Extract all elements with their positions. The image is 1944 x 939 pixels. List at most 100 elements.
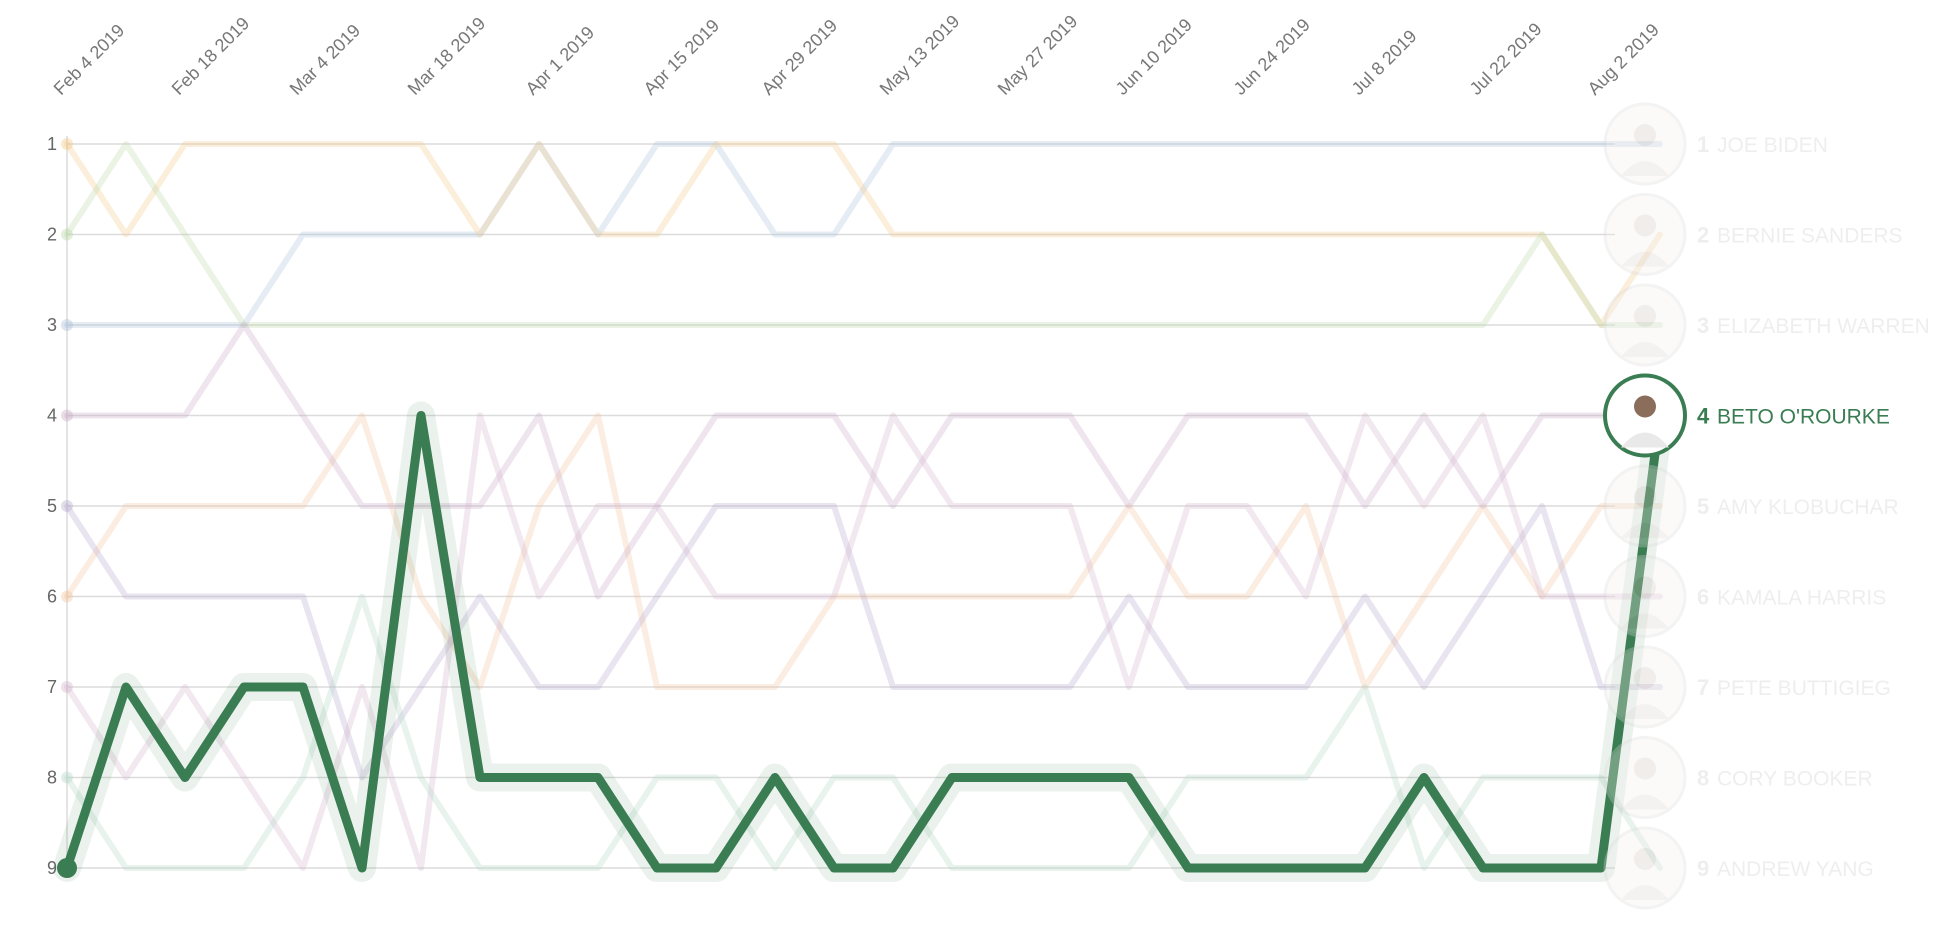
- highlight-series-start-point: [57, 858, 77, 878]
- avatar-body-icon: [1621, 161, 1669, 176]
- avatar-head-icon: [1634, 757, 1656, 780]
- y-tick-label: 9: [47, 858, 57, 878]
- series-layer: [53, 138, 1674, 882]
- series-line-kamala-harris: [64, 322, 1663, 600]
- series-line-andrew-yang: [64, 593, 1663, 871]
- legend-item-elizabeth-warren[interactable]: 3 ELIZABETH WARREN: [1603, 283, 1930, 367]
- avatar-head-icon: [1634, 667, 1656, 689]
- avatar: [1603, 645, 1687, 729]
- legend-rank: 9: [1697, 856, 1709, 881]
- avatar-body-icon: [1621, 342, 1669, 357]
- x-tick-label: Apr 29 2019: [758, 15, 841, 98]
- avatar: [1603, 736, 1687, 819]
- x-tick-label: Feb 4 2019: [50, 20, 129, 99]
- series-start-point-kamala-harris: [61, 409, 73, 422]
- avatar: [1603, 283, 1687, 367]
- avatar-body-icon: [1621, 432, 1669, 448]
- series-start-point-cory-booker: [61, 681, 73, 693]
- x-tick-label: May 13 2019: [876, 11, 964, 99]
- series-line-amy-klobuchar: [64, 412, 1663, 690]
- avatar-head-icon: [1634, 214, 1656, 237]
- x-tick-label: Mar 18 2019: [404, 13, 490, 99]
- highlight-series-line: [62, 411, 1665, 873]
- y-tick-label: 4: [47, 406, 57, 426]
- avatar-body-icon: [1621, 794, 1669, 810]
- legend-name: CORY BOOKER: [1717, 768, 1873, 791]
- avatar: [1603, 826, 1687, 910]
- avatar-head-icon: [1634, 848, 1656, 870]
- legend-rank: 5: [1697, 494, 1709, 519]
- x-tick-label: Apr 1 2019: [522, 22, 598, 98]
- avatar-body-icon: [1621, 613, 1669, 629]
- x-tick-label: Aug 2 2019: [1584, 20, 1663, 99]
- legend-item-andrew-yang[interactable]: 9 ANDREW YANG: [1603, 826, 1874, 910]
- x-tick-label: May 27 2019: [994, 11, 1082, 99]
- y-tick-label: 5: [47, 496, 57, 516]
- legend-item-bernie-sanders[interactable]: 2 BERNIE SANDERS: [1603, 193, 1903, 276]
- x-tick-label: Jun 24 2019: [1230, 15, 1314, 99]
- y-tick-label: 2: [47, 225, 57, 245]
- legend-name: ELIZABETH WARREN: [1717, 315, 1930, 338]
- avatar-head-icon: [1634, 395, 1656, 418]
- legend-name: BETO O'ROURKE: [1717, 406, 1890, 429]
- series-line-pete-buttigieg: [64, 503, 1663, 781]
- series-start-point-pete-buttigieg: [61, 500, 73, 512]
- legend-item-kamala-harris[interactable]: 6 KAMALA HARRIS: [1603, 555, 1886, 638]
- legend-name: JOE BIDEN: [1717, 134, 1828, 157]
- legend-rank: 3: [1697, 313, 1709, 338]
- x-tick-label: Apr 15 2019: [640, 15, 723, 98]
- legend-name: BERNIE SANDERS: [1717, 225, 1903, 248]
- avatar-head-icon: [1634, 305, 1656, 327]
- series-line-joe-biden: [64, 141, 1663, 328]
- highlight-series-halo: [53, 401, 1674, 882]
- legend-rank: 8: [1697, 766, 1709, 791]
- series-line-bernie-sanders: [64, 141, 1663, 328]
- series-start-point-amy-klobuchar: [61, 590, 73, 603]
- y-tick-label: 3: [47, 315, 57, 335]
- legend: 1 JOE BIDEN 2 BERNIE SANDERS 3 ELIZABETH WARR…: [1603, 102, 1930, 910]
- avatar: [1603, 464, 1687, 548]
- avatar: [1603, 102, 1687, 186]
- legend-rank: 1: [1697, 132, 1709, 157]
- x-tick-label: Mar 4 2019: [286, 20, 365, 99]
- x-tick-label: Jul 8 2019: [1348, 26, 1421, 99]
- legend-item-pete-buttigieg[interactable]: 7 PETE BUTTIGIEG: [1603, 645, 1891, 729]
- legend-name: PETE BUTTIGIEG: [1717, 677, 1891, 700]
- avatar: [1603, 555, 1687, 638]
- x-tick-label: Jun 10 2019: [1112, 15, 1196, 99]
- avatar-body-icon: [1621, 523, 1669, 538]
- legend-item-beto-o-rourke[interactable]: 4 BETO O'ROURKE: [1603, 373, 1890, 458]
- x-axis: Feb 4 2019 Feb 18 2019 Mar 4 2019 Mar 18 20…: [50, 11, 1663, 99]
- y-tick-label: 8: [47, 768, 57, 788]
- x-tick-label: Feb 18 2019: [168, 13, 254, 99]
- legend-item-joe-biden[interactable]: 1 JOE BIDEN: [1603, 102, 1828, 186]
- avatar-body-icon: [1621, 704, 1669, 719]
- series-start-point-joe-biden: [61, 319, 73, 331]
- avatar: [1603, 193, 1687, 276]
- legend-name: ANDREW YANG: [1717, 858, 1874, 881]
- legend-rank: 4: [1697, 404, 1710, 429]
- avatar-body-icon: [1621, 885, 1669, 900]
- avatar-head-icon: [1634, 576, 1656, 599]
- y-tick-label: 1: [47, 134, 57, 154]
- x-tick-label: Jul 22 2019: [1466, 19, 1546, 99]
- y-tick-label: 6: [47, 587, 57, 607]
- series-start-point-bernie-sanders: [61, 138, 73, 150]
- legend-item-cory-booker[interactable]: 8 CORY BOOKER: [1603, 736, 1873, 819]
- y-axis: 1 2 3 4 5 6 7 8 9: [47, 134, 57, 878]
- avatar-body-icon: [1621, 251, 1669, 267]
- legend-item-amy-klobuchar[interactable]: 5 AMY KLOBUCHAR: [1603, 464, 1899, 548]
- legend-name: AMY KLOBUCHAR: [1717, 496, 1899, 519]
- series-start-point-elizabeth-warren: [61, 228, 73, 241]
- series-start-point-andrew-yang: [61, 771, 73, 784]
- legend-rank: 6: [1697, 585, 1709, 610]
- legend-name: KAMALA HARRIS: [1717, 587, 1886, 610]
- legend-rank: 7: [1697, 675, 1709, 700]
- avatar-head-icon: [1634, 486, 1656, 508]
- avatar-head-icon: [1634, 124, 1656, 146]
- legend-rank: 2: [1697, 223, 1709, 248]
- series-line-elizabeth-warren: [64, 141, 1663, 328]
- y-tick-label: 7: [47, 677, 57, 697]
